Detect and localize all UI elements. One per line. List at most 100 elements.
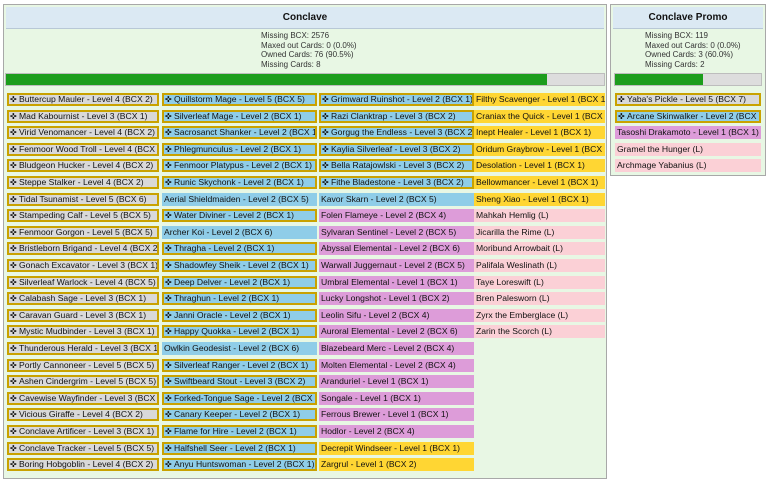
card-item[interactable]: ✜ Stampeding Calf - Level 5 (BCX 5) xyxy=(7,209,159,223)
card-item[interactable]: Desolation - Level 1 (BCX 1) xyxy=(474,159,605,173)
card-item[interactable]: ✜ Portly Cannoneer - Level 5 (BCX 5) xyxy=(7,358,159,372)
card-item[interactable]: ✜ Virid Venomancer - Level 4 (BCX 2) xyxy=(7,126,159,140)
card-item[interactable]: Sheng Xiao - Level 1 (BCX 1) xyxy=(474,192,605,206)
card-item[interactable]: ✜ Gorgug the Endless - Level 3 (BCX 2) xyxy=(319,126,474,140)
card-item[interactable]: ✜ Phlegmunculus - Level 2 (BCX 1) xyxy=(162,142,317,156)
card-item[interactable]: Inept Healer - Level 1 (BCX 1) xyxy=(474,126,605,140)
card-item[interactable]: Ferrous Brewer - Level 1 (BCX 1) xyxy=(319,408,474,422)
card-item[interactable]: ✜ Cavewise Wayfinder - Level 3 (BCX 1) xyxy=(7,391,159,405)
card-label: Bludgeon Hucker - Level 4 (BCX 2) xyxy=(19,160,154,171)
card-item[interactable]: Leolin Sifu - Level 2 (BCX 4) xyxy=(319,308,474,322)
card-item[interactable]: Oridum Graybrow - Level 1 (BCX 1) xyxy=(474,142,605,156)
card-item[interactable]: ✜ Deep Delver - Level 2 (BCX 1) xyxy=(162,275,317,289)
card-item[interactable]: Taye Loreswift (L) xyxy=(474,275,605,289)
card-item[interactable]: ✜ Janni Oracle - Level 2 (BCX 1) xyxy=(162,308,317,322)
card-item[interactable]: Archer Koi - Level 2 (BCX 6) xyxy=(162,225,317,239)
card-item[interactable]: Hodlor - Level 2 (BCX 4) xyxy=(319,425,474,438)
card-item[interactable]: Aerial Shieldmaiden - Level 2 (BCX 5) xyxy=(162,192,317,206)
card-item[interactable]: ✜ Silverleaf Warlock - Level 4 (BCX 5) xyxy=(7,275,159,289)
card-item[interactable]: Folen Flameye - Level 2 (BCX 4) xyxy=(319,209,474,223)
card-item[interactable]: ✜ Thunderous Herald - Level 3 (BCX 1) xyxy=(7,342,159,355)
card-item[interactable]: ✜ Gonach Excavator - Level 3 (BCX 1) xyxy=(7,259,159,272)
puzzle-icon: ✜ xyxy=(165,178,172,187)
card-item[interactable]: ✜ Runic Skychonk - Level 2 (BCX 1) xyxy=(162,176,317,189)
card-item[interactable]: Palifala Weslinath (L) xyxy=(474,259,605,272)
card-item[interactable]: Abyssal Elemental - Level 2 (BCX 6) xyxy=(319,242,474,256)
puzzle-icon: ✜ xyxy=(165,95,172,104)
card-item[interactable]: Umbral Elemental - Level 1 (BCX 1) xyxy=(319,275,474,289)
card-item[interactable]: Blazebeard Merc - Level 2 (BCX 4) xyxy=(319,342,474,355)
card-item[interactable]: ✜ Tidal Tsunamist - Level 5 (BCX 6) xyxy=(7,192,159,206)
card-item[interactable]: ✜ Caravan Guard - Level 3 (BCX 1) xyxy=(7,308,159,322)
card-item[interactable]: ✜ Conclave Tracker - Level 5 (BCX 5) xyxy=(7,441,159,455)
card-item[interactable]: Tasoshi Drakamoto - Level 1 (BCX 1) xyxy=(615,126,761,140)
card-item[interactable]: ✜ Kaylia Silverleaf - Level 3 (BCX 2) xyxy=(319,142,474,156)
puzzle-icon: ✜ xyxy=(165,393,172,403)
puzzle-icon: ✜ xyxy=(10,178,17,187)
card-item[interactable]: ✜ Thraghun - Level 2 (BCX 1) xyxy=(162,292,317,306)
card-label: Steppe Stalker - Level 4 (BCX 2) xyxy=(19,177,144,187)
card-item[interactable]: Gramel the Hunger (L) xyxy=(615,142,761,156)
card-item[interactable]: ✜ Silverleaf Ranger - Level 2 (BCX 1) xyxy=(162,358,317,372)
card-item[interactable]: ✜ Sacrosanct Shanker - Level 2 (BCX 1) xyxy=(162,126,317,140)
card-item[interactable]: Aranduriel - Level 1 (BCX 1) xyxy=(319,375,474,389)
card-item[interactable]: Bellowmancer - Level 1 (BCX 1) xyxy=(474,176,605,189)
card-item[interactable]: Jicarilla the Rime (L) xyxy=(474,225,605,239)
card-item[interactable]: Decrepit Windseer - Level 1 (BCX 1) xyxy=(319,441,474,455)
card-item[interactable]: ✜ Forked-Tongue Sage - Level 2 (BCX 1) xyxy=(162,391,317,405)
card-item[interactable]: ✜ Grimward Ruinshot - Level 2 (BCX 1) xyxy=(319,93,474,106)
card-item[interactable]: Owlkin Geodesist - Level 2 (BCX 6) xyxy=(162,342,317,355)
card-item[interactable]: ✜ Happy Quokka - Level 2 (BCX 1) xyxy=(162,325,317,339)
card-item[interactable]: ✜ Halfshell Seer - Level 2 (BCX 1) xyxy=(162,441,317,455)
card-item[interactable]: Zyrx the Emberglace (L) xyxy=(474,308,605,322)
puzzle-icon: ✜ xyxy=(165,377,172,387)
card-item[interactable]: Archmage Yabanius (L) xyxy=(615,159,761,173)
card-item[interactable]: ✜ Arcane Skinwalker - Level 2 (BCX 1) xyxy=(615,109,761,123)
card-item[interactable]: ✜ Bella Ratajowlski - Level 3 (BCX 2) xyxy=(319,159,474,173)
card-item[interactable]: Molten Elemental - Level 2 (BCX 4) xyxy=(319,358,474,372)
card-item[interactable]: ✜ Water Diviner - Level 2 (BCX 1) xyxy=(162,209,317,223)
card-item[interactable]: ✜ Silverleaf Mage - Level 2 (BCX 1) xyxy=(162,109,317,123)
card-item[interactable]: Auroral Elemental - Level 2 (BCX 6) xyxy=(319,325,474,339)
card-item[interactable]: Sylvaran Sentinel - Level 2 (BCX 5) xyxy=(319,225,474,239)
card-label: Blazebeard Merc - Level 2 (BCX 4) xyxy=(321,343,455,353)
card-item[interactable]: ✜ Anyu Huntswoman - Level 2 (BCX 1) xyxy=(162,458,317,472)
card-item[interactable]: ✜ Yaba's Pickle - Level 5 (BCX 7) xyxy=(615,93,761,106)
card-label: Bristleborn Brigand - Level 4 (BCX 2) xyxy=(19,243,159,254)
card-item[interactable]: ✜ Flame for Hire - Level 2 (BCX 1) xyxy=(162,425,317,438)
card-item[interactable]: Zarin the Scorch (L) xyxy=(474,325,605,339)
card-item[interactable]: Mahkah Hemlig (L) xyxy=(474,209,605,223)
card-item[interactable]: ✜ Calabash Sage - Level 3 (BCX 1) xyxy=(7,292,159,306)
card-item[interactable]: Filthy Scavenger - Level 1 (BCX 1) xyxy=(474,93,605,106)
card-item[interactable]: ✜ Conclave Artificer - Level 3 (BCX 1) xyxy=(7,425,159,438)
card-item[interactable]: ✜ Fithe Bladestone - Level 3 (BCX 2) xyxy=(319,176,474,189)
card-item[interactable]: Craniax the Quick - Level 1 (BCX 1) xyxy=(474,109,605,123)
puzzle-icon: ✜ xyxy=(165,128,172,138)
card-item[interactable]: ✜ Razi Clanktrap - Level 3 (BCX 2) xyxy=(319,109,474,123)
card-item[interactable]: ✜ Bludgeon Hucker - Level 4 (BCX 2) xyxy=(7,159,159,173)
card-item[interactable]: ✜ Quillstorm Mage - Level 5 (BCX 5) xyxy=(162,93,317,106)
card-item[interactable]: Moribund Arrowbait (L) xyxy=(474,242,605,256)
card-item[interactable]: ✜ Thragha - Level 2 (BCX 1) xyxy=(162,242,317,256)
card-item[interactable]: ✜ Fenmoor Platypus - Level 2 (BCX 1) xyxy=(162,159,317,173)
card-item[interactable]: ✜ Steppe Stalker - Level 4 (BCX 2) xyxy=(7,176,159,189)
card-item[interactable]: Kavor Skarn - Level 2 (BCX 5) xyxy=(319,192,474,206)
card-item[interactable]: Bren Palesworn (L) xyxy=(474,292,605,306)
card-item[interactable]: ✜ Boring Hobgoblin - Level 4 (BCX 2) xyxy=(7,458,159,472)
card-item[interactable]: ✜ Fenmoor Wood Troll - Level 4 (BCX 3) xyxy=(7,142,159,156)
card-item[interactable]: ✜ Canary Keeper - Level 2 (BCX 1) xyxy=(162,408,317,422)
card-item[interactable]: Songale - Level 1 (BCX 1) xyxy=(319,391,474,405)
card-item[interactable]: ✜ Fenmoor Gorgon - Level 5 (BCX 5) xyxy=(7,225,159,239)
card-item[interactable]: ✜ Mystic Mudbinder - Level 3 (BCX 1) xyxy=(7,325,159,339)
card-item[interactable]: Warwall Juggernaut - Level 2 (BCX 5) xyxy=(319,259,474,272)
card-item[interactable]: ✜ Bristleborn Brigand - Level 4 (BCX 2) xyxy=(7,242,159,256)
card-item[interactable]: ✜ Ashen Cindergrim - Level 5 (BCX 5) xyxy=(7,375,159,389)
card-item[interactable]: ✜ Swiftbeard Stout - Level 3 (BCX 2) xyxy=(162,375,317,389)
card-item[interactable]: Lucky Longshot - Level 1 (BCX 2) xyxy=(319,292,474,306)
card-item[interactable]: ✜ Buttercup Mauler - Level 4 (BCX 2) xyxy=(7,93,159,106)
card-item[interactable]: ✜ Shadowfey Sheik - Level 2 (BCX 1) xyxy=(162,259,317,272)
card-item[interactable]: Zargrul - Level 1 (BCX 2) xyxy=(319,458,474,472)
puzzle-icon: ✜ xyxy=(10,194,17,204)
card-item[interactable]: ✜ Vicious Giraffe - Level 4 (BCX 2) xyxy=(7,408,159,422)
card-item[interactable]: ✜ Mad Kabournist - Level 3 (BCX 1) xyxy=(7,109,159,123)
